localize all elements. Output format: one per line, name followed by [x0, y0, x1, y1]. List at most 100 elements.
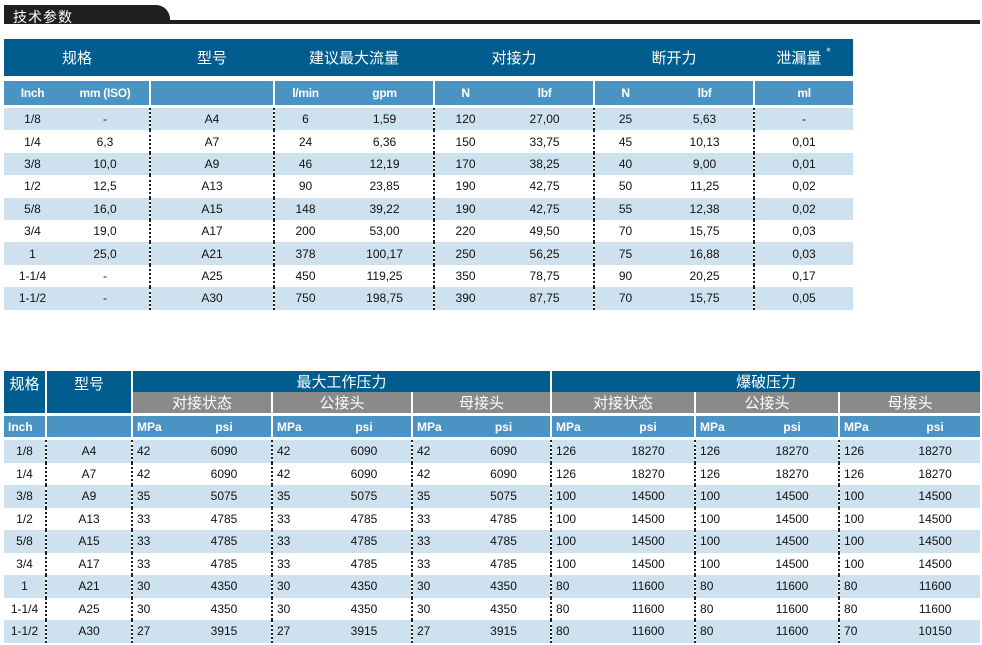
table-cell: 4785	[317, 552, 412, 575]
table-cell: 5075	[317, 485, 412, 508]
table-cell: A30	[45, 620, 132, 643]
table-cell: 3/4	[4, 219, 61, 243]
table-cell: A13	[149, 175, 275, 198]
section-divider	[4, 20, 980, 24]
table-cell: 33	[411, 552, 457, 575]
table-cell: 5/8	[4, 197, 61, 220]
subheader-burst-coupled: 对接状态	[550, 392, 696, 413]
table-cell: 80	[694, 575, 747, 598]
unit-header: psi	[602, 416, 696, 437]
table-cell: 126	[838, 462, 891, 485]
table-cell: 33	[131, 530, 177, 553]
table-cell: 120	[433, 108, 497, 131]
table-cell: 50	[593, 175, 657, 198]
table-row: 1-1/4 A25 30 4350 30 4350 30 4350 80 11600 80 11600…	[4, 597, 981, 620]
table-cell: 3/8	[4, 485, 46, 508]
table-cell: 24	[273, 130, 337, 153]
table-row: 3/8 A9 35 5075 35 5075 35 5075 100 14500 100 14500 1…	[4, 485, 981, 508]
table-cell: 100	[694, 552, 747, 575]
unit-header: MPa	[411, 416, 457, 437]
unit-header: N	[433, 81, 497, 105]
table-cell: 42	[411, 440, 457, 463]
table-cell: 5,63	[656, 108, 755, 131]
table-cell: 20,25	[656, 264, 755, 288]
table-cell: 12,38	[656, 197, 755, 220]
table-cell: 126	[550, 440, 603, 463]
table-cell: 1-1/4	[4, 597, 46, 620]
table-cell: 100	[694, 485, 747, 508]
table-cell: 5/8	[4, 530, 46, 553]
table-cell: 80	[838, 597, 891, 620]
subheader-burst-male: 公接头	[694, 392, 840, 413]
table-cell: 126	[694, 462, 747, 485]
table-cell: 190	[433, 175, 497, 198]
section-title-tab: 技术参数	[4, 5, 170, 26]
table-cell: 14500	[602, 530, 696, 553]
table-cell: 18270	[890, 440, 981, 463]
table-cell: 4785	[317, 530, 412, 553]
table-cell: 78,75	[496, 264, 595, 288]
table-cell: 14500	[746, 552, 840, 575]
table-cell: A25	[45, 597, 132, 620]
table-cell: 46	[273, 152, 337, 176]
table-cell: 100	[838, 530, 891, 553]
table-cell: 19,0	[61, 219, 151, 243]
header-spec: 规格	[4, 371, 46, 413]
table-cell: 23,85	[336, 175, 435, 198]
table-cell: 450	[273, 264, 337, 288]
table-cell: 126	[838, 440, 891, 463]
unit-header: Inch	[4, 81, 61, 105]
table-cell: 25,0	[61, 242, 151, 265]
table-row: 1/8- A4 6 1,59 120 27,00 25 5,63-	[4, 108, 854, 131]
table-cell: 35	[131, 485, 177, 508]
table-cell: 30	[411, 575, 457, 598]
table-row: 1/4 6,3 A7 24 6,36 150 33,75 45 10,13 0,01	[4, 130, 854, 153]
table-cell: 220	[433, 219, 497, 243]
table-cell: 1/8	[4, 440, 46, 463]
table-row: 3/4 19,0 A17 200 53,00 220 49,50 70 15,75 0,03	[4, 219, 854, 243]
table-cell: 11600	[746, 597, 840, 620]
unit-header: N	[593, 81, 657, 105]
table-row: 1/2 12,5 A13 90 23,85 190 42,75 50 11,25 0,02	[4, 175, 854, 198]
table-cell: 100,17	[336, 242, 435, 265]
table-cell: 75	[593, 242, 657, 265]
table-cell: 80	[694, 620, 747, 643]
header-max-flow: 建议最大流量	[274, 39, 435, 76]
table-cell: 9,00	[656, 152, 755, 176]
table-cell: A15	[45, 530, 132, 553]
table-cell: A21	[45, 575, 132, 598]
table-cell: 14500	[602, 552, 696, 575]
table-cell: 30	[271, 597, 317, 620]
table-cell: 3915	[177, 620, 272, 643]
table-cell: -	[61, 264, 151, 288]
table-cell: 1,59	[336, 108, 435, 131]
table-cell: 30	[131, 575, 177, 598]
subheader-male: 公接头	[271, 392, 412, 413]
table-cell: 14500	[746, 485, 840, 508]
table-cell: 14500	[746, 507, 840, 530]
table-cell: 0,17	[753, 264, 854, 288]
table-cell: 33	[411, 530, 457, 553]
table-cell: 33	[411, 507, 457, 530]
table-cell: 45	[593, 130, 657, 153]
table-cell: 42	[131, 440, 177, 463]
table-cell: 18270	[746, 462, 840, 485]
table-cell: 42,75	[496, 197, 595, 220]
table-cell: 11600	[890, 575, 981, 598]
table-cell: 33	[271, 530, 317, 553]
table-cell: -	[753, 108, 854, 131]
table-cell: 170	[433, 152, 497, 176]
pressure-table: 规格 型号 最大工作压力 爆破压力 对接状态 公接头 母接头 对接状态 公接头 …	[4, 371, 981, 643]
table-cell: 100	[694, 507, 747, 530]
table-cell: 70	[593, 287, 657, 310]
table-cell: 11600	[746, 575, 840, 598]
table-cell: A7	[149, 130, 275, 153]
table-cell: 148	[273, 197, 337, 220]
table-cell: 14500	[890, 485, 981, 508]
leakage-footnote-mark: *	[826, 47, 831, 57]
table-cell: 6090	[177, 440, 272, 463]
table-cell: A4	[45, 440, 132, 463]
subheader-burst-female: 母接头	[838, 392, 981, 413]
table-cell: 14500	[746, 530, 840, 553]
table-row: 1/2 A13 33 4785 33 4785 33 4785 100 14500 100 14500…	[4, 507, 981, 530]
